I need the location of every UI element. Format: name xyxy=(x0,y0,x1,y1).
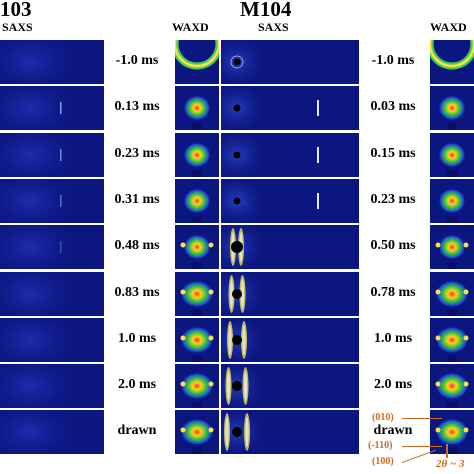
waxd-right-pattern xyxy=(430,225,474,270)
saxs-left-pattern xyxy=(0,178,104,223)
waxd-right-pattern xyxy=(430,364,474,409)
saxs-left-pattern xyxy=(0,132,104,177)
saxs-right-pattern xyxy=(221,132,359,177)
saxs-right-pattern xyxy=(221,317,359,362)
time-label-right: 0.50 ms xyxy=(370,238,416,254)
right-panel-title: M104 xyxy=(240,0,292,21)
time-label-left: 0.48 ms xyxy=(114,238,160,254)
time-label-right: 1.0 ms xyxy=(373,330,413,346)
saxs-left-pattern xyxy=(0,364,104,409)
two-theta-arrow xyxy=(446,444,448,458)
peak-010-leader xyxy=(402,418,442,419)
waxd-right-pattern xyxy=(430,86,474,131)
peak-100-label: (100) xyxy=(372,456,394,467)
time-label-left: 2.0 ms xyxy=(117,377,157,393)
saxs-left-pattern xyxy=(0,86,104,131)
saxs-right-pattern xyxy=(221,40,359,84)
right-waxd-label: WAXD xyxy=(430,20,467,34)
saxs-right-pattern xyxy=(221,225,359,270)
waxd-right-pattern xyxy=(430,178,474,223)
time-label-right: 0.03 ms xyxy=(370,99,416,115)
right-saxs-label: SAXS xyxy=(258,20,289,34)
peak-100-leader xyxy=(401,449,436,463)
waxd-mid-pattern xyxy=(175,132,219,177)
waxd-mid-pattern xyxy=(175,410,219,455)
waxd-right-pattern xyxy=(430,40,474,84)
waxd-mid-pattern xyxy=(175,317,219,362)
waxd-mid-pattern xyxy=(175,225,219,270)
waxd-right-pattern xyxy=(430,132,474,177)
peak-010-label: (010) xyxy=(372,412,394,423)
mid-waxd-label: WAXD xyxy=(172,20,209,34)
saxs-right-pattern xyxy=(221,86,359,131)
saxs-left-pattern xyxy=(0,317,104,362)
time-label-left: -1.0 ms xyxy=(115,53,159,68)
saxs-left-pattern xyxy=(0,271,104,316)
waxd-mid-pattern xyxy=(175,271,219,316)
saxs-left-pattern xyxy=(0,225,104,270)
time-label-right: -1.0 ms xyxy=(371,53,415,68)
waxd-mid-pattern xyxy=(175,364,219,409)
time-label-left: drawn xyxy=(117,423,157,439)
waxd-right-pattern xyxy=(430,317,474,362)
time-label-right: 2.0 ms xyxy=(373,377,413,393)
time-label-left: 0.23 ms xyxy=(114,145,160,161)
saxs-right-pattern xyxy=(221,364,359,409)
time-label-right: 0.23 ms xyxy=(370,191,416,207)
time-label-left: 0.31 ms xyxy=(114,191,160,207)
time-label-left: 1.0 ms xyxy=(117,330,157,346)
saxs-right-pattern xyxy=(221,178,359,223)
saxs-left-pattern xyxy=(0,410,104,455)
time-label-right: drawn xyxy=(373,423,413,439)
saxs-right-pattern xyxy=(221,271,359,316)
waxd-right-pattern xyxy=(430,271,474,316)
saxs-right-pattern xyxy=(221,410,359,455)
left-panel-title: 103 xyxy=(0,0,32,21)
saxs-left-pattern xyxy=(0,40,104,84)
time-label-right: 0.15 ms xyxy=(370,145,416,161)
two-theta-label: 2θ ~ 3 xyxy=(436,458,465,470)
waxd-mid-pattern xyxy=(175,86,219,131)
left-saxs-label: SAXS xyxy=(2,20,33,34)
waxd-mid-pattern xyxy=(175,178,219,223)
time-label-left: 0.83 ms xyxy=(114,284,160,300)
peak-m110-label: (-110) xyxy=(368,440,393,451)
time-label-right: 0.78 ms xyxy=(370,284,416,300)
waxd-right-pattern xyxy=(430,410,474,455)
waxd-mid-pattern xyxy=(175,40,219,84)
peak-m110-leader xyxy=(402,446,442,447)
time-label-left: 0.13 ms xyxy=(114,99,160,115)
